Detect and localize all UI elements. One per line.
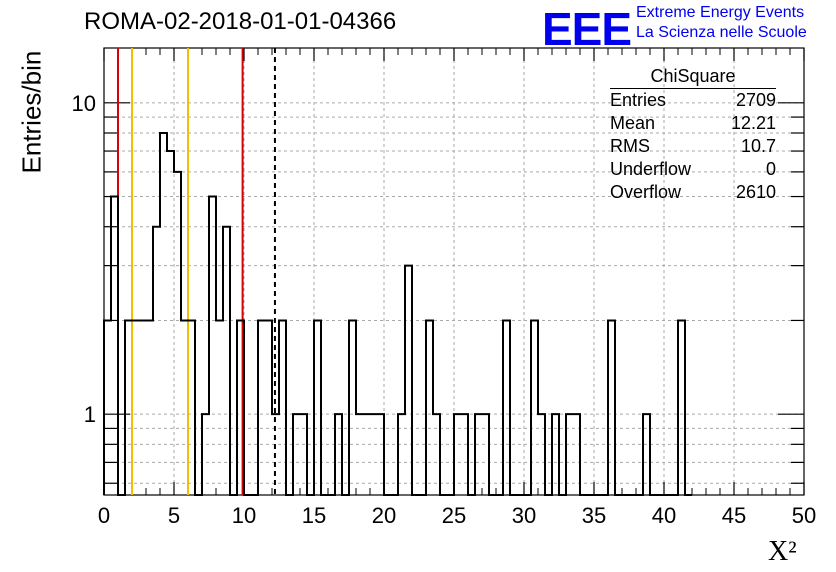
x-tick-label: 45 <box>722 503 746 528</box>
stats-row: Overflow 2610 <box>610 181 776 204</box>
y-axis-label: Entries/bin <box>16 50 47 174</box>
stats-label: Mean <box>610 113 656 133</box>
y-tick-label: 1 <box>84 402 96 427</box>
run-title: ROMA-02-2018-01-01-04366 <box>84 8 397 35</box>
x-tick-label: 35 <box>582 503 606 528</box>
stats-row: Mean 12.21 <box>610 112 776 135</box>
x-tick-label: 5 <box>168 503 180 528</box>
stats-title: ChiSquare <box>610 66 776 89</box>
stats-label: Entries <box>610 90 667 110</box>
logo-line-1: Extreme Energy Events <box>636 4 805 21</box>
y-tick-labels: 1 10 <box>72 91 96 427</box>
eee-logo: EEE <box>542 3 632 55</box>
x-tick-label: 15 <box>302 503 326 528</box>
logo-line-2: La Scienza nelle Scuole <box>636 24 807 41</box>
stats-label: Underflow <box>610 159 692 179</box>
stats-value: 12.21 <box>730 113 776 133</box>
x-tick-label: 0 <box>98 503 110 528</box>
x-axis-label: X² <box>768 536 797 567</box>
x-tick-label: 20 <box>372 503 396 528</box>
stats-value: 2610 <box>735 182 776 202</box>
x-tick-label: 30 <box>512 503 536 528</box>
stats-label: RMS <box>610 136 650 156</box>
stats-value: 10.7 <box>740 136 776 156</box>
stats-value: 2709 <box>735 90 776 110</box>
x-tick-label: 10 <box>232 503 256 528</box>
stats-row: Underflow 0 <box>610 158 776 181</box>
stats-value: 0 <box>765 159 776 179</box>
stats-row: Entries 2709 <box>610 89 776 112</box>
stats-box: ChiSquare Entries 2709 Mean 12.21 RMS 10.7 … <box>610 66 776 204</box>
y-tick-label: 10 <box>72 91 96 116</box>
stats-label: Overflow <box>610 182 682 202</box>
x-tick-label: 40 <box>652 503 676 528</box>
stats-row: RMS 10.7 <box>610 135 776 158</box>
x-tick-labels: 0 5 10 15 20 25 30 35 40 45 50 <box>98 503 816 528</box>
x-tick-label: 50 <box>792 503 816 528</box>
histogram-series <box>103 131 692 496</box>
x-tick-label: 25 <box>442 503 466 528</box>
